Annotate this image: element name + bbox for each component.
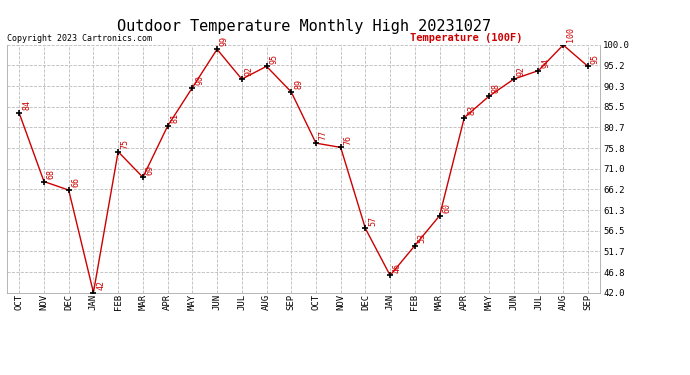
Text: 95: 95 bbox=[269, 54, 278, 63]
Text: 83: 83 bbox=[467, 105, 476, 115]
Text: 57: 57 bbox=[368, 216, 377, 226]
Text: 84: 84 bbox=[22, 100, 31, 111]
Text: 92: 92 bbox=[244, 66, 253, 76]
Text: 92: 92 bbox=[517, 66, 526, 76]
Text: 42: 42 bbox=[96, 280, 105, 290]
Text: 60: 60 bbox=[442, 203, 451, 213]
Text: 81: 81 bbox=[170, 113, 179, 123]
Text: 68: 68 bbox=[47, 169, 56, 179]
Text: 88: 88 bbox=[492, 83, 501, 93]
Text: 69: 69 bbox=[146, 165, 155, 174]
Text: 46: 46 bbox=[393, 262, 402, 273]
Text: Outdoor Temperature Monthly High 20231027: Outdoor Temperature Monthly High 2023102… bbox=[117, 19, 491, 34]
Text: Temperature (100F): Temperature (100F) bbox=[411, 33, 523, 42]
Text: 95: 95 bbox=[591, 54, 600, 63]
Text: 94: 94 bbox=[541, 58, 550, 68]
Text: Copyright 2023 Cartronics.com: Copyright 2023 Cartronics.com bbox=[7, 33, 152, 42]
Text: 90: 90 bbox=[195, 75, 204, 85]
Text: 89: 89 bbox=[294, 79, 303, 89]
Text: 53: 53 bbox=[417, 233, 426, 243]
Text: 100: 100 bbox=[566, 27, 575, 42]
Text: 76: 76 bbox=[344, 135, 353, 145]
Text: 75: 75 bbox=[121, 139, 130, 149]
Text: 66: 66 bbox=[72, 177, 81, 187]
Text: 99: 99 bbox=[220, 36, 229, 46]
Text: 77: 77 bbox=[319, 130, 328, 140]
